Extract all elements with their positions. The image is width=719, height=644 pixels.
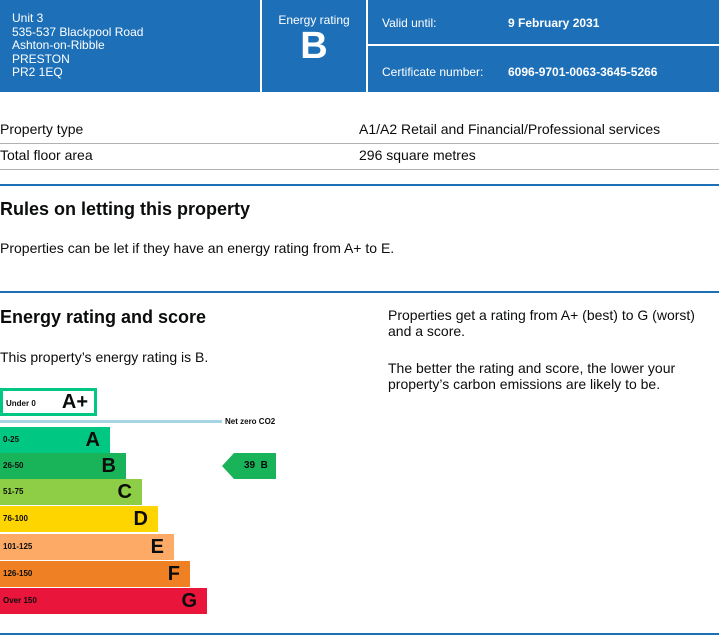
band-grade: B: [101, 455, 116, 477]
band-a: 0-25 A: [0, 427, 110, 453]
band-range: Under 0: [6, 399, 36, 408]
rating-explanation: Properties get a rating from A+ (best) t…: [388, 307, 695, 339]
band-range: 126-150: [3, 569, 33, 578]
current-rating-arrow: 39 B: [222, 453, 276, 479]
rating-text: This property’s energy rating is B.: [0, 349, 209, 365]
band-range: 76-100: [3, 514, 28, 523]
energy-rating-label: Energy rating: [278, 13, 350, 27]
band-grade: A+: [61, 391, 88, 413]
band-range: 101-125: [3, 542, 33, 551]
divider: [0, 143, 719, 144]
band-g: Over 150 G: [0, 588, 207, 614]
net-zero-line: [0, 420, 222, 423]
energy-rating-grade: B: [300, 25, 328, 67]
property-type-label: Property type: [0, 121, 84, 137]
property-type-value: A1/A2 Retail and Financial/Professional …: [359, 121, 661, 137]
net-zero-label: Net zero CO2: [225, 417, 276, 426]
valid-until-label: Valid until:: [382, 16, 437, 30]
band-grade: A: [85, 429, 100, 451]
address-line: Unit 3: [12, 11, 44, 25]
band-d: 76-100 D: [0, 506, 158, 532]
band-grade: C: [117, 481, 132, 503]
valid-until-box: Valid until: 9 February 2031: [368, 0, 719, 44]
section-divider: [0, 633, 719, 635]
address-line: PR2 1EQ: [12, 65, 63, 79]
section-divider: [0, 291, 719, 293]
band-b: 26-50 B: [0, 453, 126, 479]
address-line: Ashton-on-Ribble: [12, 38, 105, 52]
rating-heading: Energy rating and score: [0, 307, 207, 327]
address-line: 535-537 Blackpool Road: [12, 24, 144, 39]
band-range: Over 150: [3, 596, 37, 605]
band-grade: D: [133, 508, 148, 530]
band-f: 126-150 F: [0, 561, 190, 587]
divider: [0, 169, 719, 170]
property-address: Unit 3 535-537 Blackpool Road Ashton-on-…: [0, 0, 260, 92]
section-divider: [0, 184, 719, 186]
band-range: 0-25: [3, 435, 20, 444]
band-grade: F: [167, 563, 180, 585]
band-c: 51-75 C: [0, 479, 142, 505]
energy-rating-box: Energy rating B: [262, 0, 366, 92]
address-line: PRESTON: [12, 51, 70, 66]
band-a-plus: Under 0 A+: [0, 388, 97, 416]
certificate-box: Certificate number: 6096-9701-0063-3645-…: [368, 46, 719, 92]
band-range: 26-50: [3, 461, 24, 470]
band-grade: E: [150, 536, 164, 558]
floor-area-label: Total floor area: [0, 147, 93, 163]
band-e: 101-125 E: [0, 534, 174, 560]
certificate-number: 6096-9701-0063-3645-5266: [508, 65, 658, 79]
letting-text: Properties can be let if they have an en…: [0, 240, 395, 256]
valid-until-value: 9 February 2031: [508, 16, 600, 30]
floor-area-value: 296 square metres: [359, 147, 476, 163]
band-grade: G: [181, 590, 197, 612]
rating-explanation-2: The better the rating and score, the low…: [388, 360, 676, 392]
band-range: 51-75: [3, 487, 24, 496]
current-rating-label: 39 B: [244, 460, 268, 471]
letting-heading: Rules on letting this property: [0, 199, 251, 219]
certificate-label: Certificate number:: [382, 65, 484, 79]
